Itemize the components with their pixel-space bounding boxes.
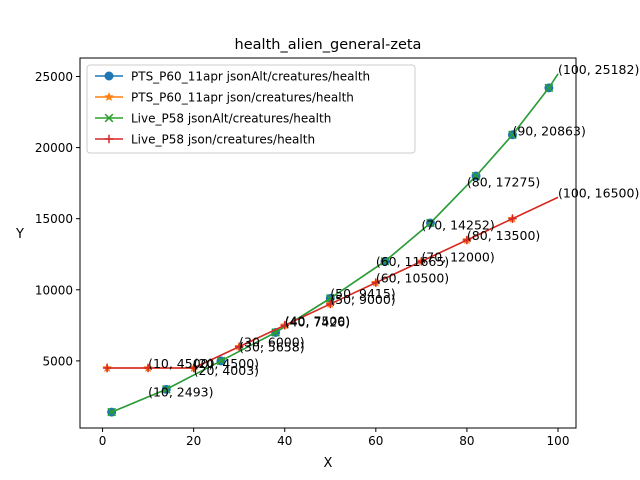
legend-box xyxy=(86,64,416,154)
x-tick-label: 20 xyxy=(186,434,201,448)
series-3 xyxy=(107,73,559,417)
data-label: (70, 14252) xyxy=(421,217,494,232)
legend-marker xyxy=(104,91,114,102)
legend-item: PTS_P60_11apr jsonAlt/creatures/health xyxy=(95,70,370,84)
data-label: (30, 6000) xyxy=(239,335,304,350)
y-tick-label: 20000 xyxy=(35,141,73,155)
legend-label: Live_P58 json/creatures/health xyxy=(131,133,315,147)
data-point xyxy=(544,83,554,93)
x-tick-label: 80 xyxy=(459,434,474,448)
legend-label: Live_P58 jsonAlt/creatures/health xyxy=(131,112,331,126)
series-4 xyxy=(102,196,559,373)
data-label: (10, 4500) xyxy=(148,356,213,371)
data-point xyxy=(216,356,226,366)
x-axis-label: X xyxy=(324,456,333,471)
y-tick-label: 25000 xyxy=(35,70,73,84)
y-axis-label: Y xyxy=(15,227,24,242)
data-point xyxy=(508,214,517,223)
data-point xyxy=(471,171,481,181)
data-label: (50, 9415) xyxy=(330,286,395,301)
y-tick-label: 5000 xyxy=(42,354,73,368)
legend-marker xyxy=(104,134,114,144)
legend-label: PTS_P60_11apr json/creatures/health xyxy=(131,91,354,105)
x-tick-label: 100 xyxy=(547,434,570,448)
legend-item: Live_P58 jsonAlt/creatures/health xyxy=(95,112,331,126)
data-label: (60, 10500) xyxy=(376,271,449,286)
y-axis: 5000 10000 15000 20000 25000 xyxy=(35,70,80,368)
data-label: (80, 13500) xyxy=(467,228,540,243)
series-layer xyxy=(102,73,559,417)
legend-label: PTS_P60_11apr jsonAlt/creatures/health xyxy=(131,70,370,84)
data-label: (50, 9000) xyxy=(330,292,395,307)
data-point xyxy=(371,278,381,287)
data-point xyxy=(280,321,289,330)
data-point xyxy=(143,363,153,373)
y-tick-label: 15000 xyxy=(35,212,73,226)
legend-marker xyxy=(104,71,114,81)
data-label: (40, 7426) xyxy=(285,314,350,329)
data-label: (20, 4003) xyxy=(194,363,259,378)
legend-marker xyxy=(104,113,114,123)
plot-area xyxy=(79,57,577,429)
data-point xyxy=(380,257,390,266)
annotation-layer: (10, 2493) (20, 4003) (30, 5658) (40, 7426)… xyxy=(148,62,639,400)
data-label: (30, 5658) xyxy=(239,340,304,355)
data-point xyxy=(426,218,435,228)
legend-item: PTS_P60_11apr json/creatures/health xyxy=(95,91,354,105)
x-tick-label: 40 xyxy=(277,434,292,448)
data-point xyxy=(326,299,335,309)
data-label: (20, 4500) xyxy=(194,356,259,371)
data-point xyxy=(508,130,517,140)
data-point xyxy=(417,257,426,266)
axes-frame xyxy=(79,57,577,429)
data-label: (80, 17275) xyxy=(467,174,540,189)
y-tick-label: 10000 xyxy=(35,283,73,297)
data-point xyxy=(462,235,472,245)
data-label: (100, 25182) xyxy=(558,62,639,77)
data-label: (100, 16500) xyxy=(558,185,639,200)
data-point xyxy=(161,384,171,394)
legend: PTS_P60_11apr jsonAlt/creatures/health PT… xyxy=(86,64,416,154)
x-tick-label: 60 xyxy=(368,434,383,448)
data-point xyxy=(107,407,116,417)
x-axis: 0 20 40 60 80 100 xyxy=(99,428,570,448)
data-label: (40, 7500) xyxy=(285,313,350,328)
data-label: (60, 11665) xyxy=(376,254,449,269)
data-point xyxy=(271,328,280,337)
chart-title: health_alien_general-zeta xyxy=(235,37,422,53)
data-point xyxy=(325,293,335,303)
data-point xyxy=(189,363,198,373)
data-label: (10, 2493) xyxy=(148,385,213,400)
data-label: (70, 12000) xyxy=(421,249,494,264)
legend-item: Live_P58 json/creatures/health xyxy=(95,133,315,147)
data-label: (90, 20863) xyxy=(512,123,585,138)
x-tick-label: 0 xyxy=(99,434,107,448)
data-point xyxy=(102,363,112,373)
data-point xyxy=(234,342,244,351)
